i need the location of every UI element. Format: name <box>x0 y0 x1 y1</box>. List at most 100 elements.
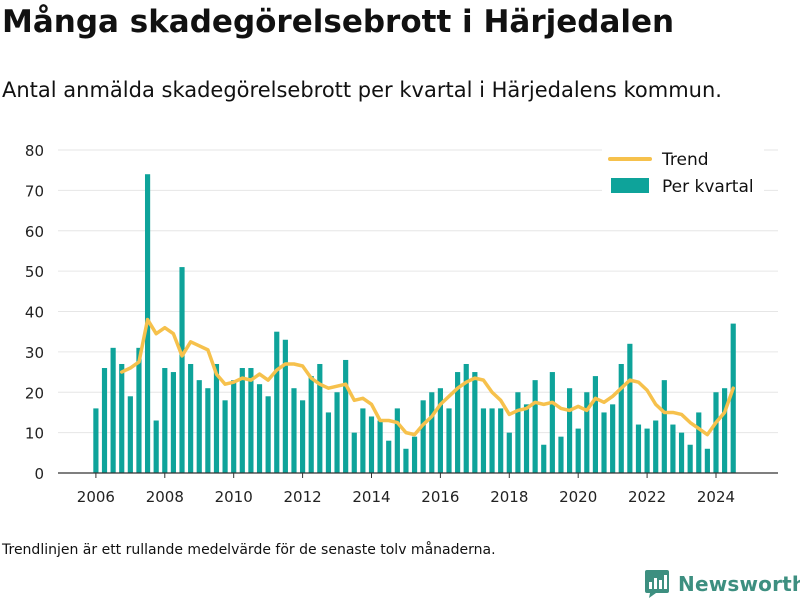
bar <box>610 404 616 473</box>
y-tick-label: 10 <box>25 425 44 443</box>
bar <box>653 420 659 473</box>
bar <box>523 404 530 473</box>
y-tick-label: 0 <box>34 465 44 483</box>
bar <box>592 376 598 473</box>
bar <box>618 363 624 473</box>
x-tick-label: 2006 <box>77 488 115 506</box>
bar <box>300 400 306 473</box>
chart-subtitle: Antal anmälda skadegörelsebrott per kvar… <box>2 78 722 102</box>
bar <box>498 408 504 473</box>
bar <box>403 448 409 473</box>
bar <box>291 388 297 473</box>
bar <box>274 331 280 473</box>
trend-line <box>119 317 735 437</box>
x-tick-label: 2022 <box>628 488 666 506</box>
bar <box>325 412 332 473</box>
y-tick-label: 70 <box>25 182 44 200</box>
bar <box>644 428 650 473</box>
bar <box>162 368 168 473</box>
y-tick-label: 20 <box>25 384 44 402</box>
x-tick-label: 2020 <box>559 488 597 506</box>
x-tick-label: 2008 <box>146 488 184 506</box>
bar <box>601 412 607 473</box>
newsworthy-logo-icon <box>645 570 669 598</box>
bar <box>411 436 418 473</box>
bar <box>282 339 288 473</box>
bar <box>532 380 538 473</box>
bar <box>351 432 357 474</box>
bar <box>480 408 487 473</box>
bar <box>670 424 676 473</box>
bar <box>248 368 254 473</box>
bar <box>101 368 108 473</box>
bar <box>713 392 719 473</box>
bar <box>446 408 452 473</box>
y-tick-label: 40 <box>25 304 44 322</box>
legend-trend-label: Trend <box>661 150 709 170</box>
bar <box>136 347 142 473</box>
y-tick-label: 30 <box>25 344 44 362</box>
bar <box>368 416 375 473</box>
bar <box>420 400 426 473</box>
bar <box>678 432 685 474</box>
quarterly-crime-chart: 0 10 20 30 40 50 60 70 80 2006 2008 2010 2012 2014 201… <box>25 142 778 506</box>
bar <box>489 408 495 473</box>
bar <box>222 400 228 473</box>
bar <box>110 347 116 473</box>
y-tick-label: 80 <box>25 142 44 160</box>
bar <box>549 372 555 473</box>
x-tick-label: 2016 <box>421 488 459 506</box>
bar <box>635 424 642 473</box>
bar <box>567 388 573 473</box>
bar <box>239 368 245 473</box>
bar <box>196 380 202 473</box>
brand-name: Newsworthy <box>678 572 800 596</box>
bar <box>308 376 314 473</box>
bar <box>506 432 512 474</box>
bar <box>541 444 547 473</box>
legend-bar-swatch <box>611 178 649 193</box>
legend: Trend Per kvartal <box>602 145 764 201</box>
bar <box>722 388 728 473</box>
bar <box>153 420 159 473</box>
bar <box>661 380 667 473</box>
chart-title: Många skadegörelsebrott i Härjedalen <box>2 4 675 40</box>
bar <box>127 396 133 473</box>
bar <box>188 363 194 473</box>
bar <box>437 388 443 473</box>
bar <box>343 359 349 473</box>
bar <box>696 412 702 473</box>
bar <box>455 372 461 473</box>
bar <box>704 448 710 473</box>
trend-series <box>119 317 735 437</box>
bar <box>584 392 590 473</box>
x-tick-label: 2018 <box>490 488 528 506</box>
x-tick-label: 2014 <box>352 488 390 506</box>
bar <box>386 440 392 473</box>
y-tick-label: 60 <box>25 223 44 241</box>
bar <box>256 384 263 473</box>
bar-series <box>93 174 736 474</box>
bar <box>317 363 323 473</box>
x-tick-label: 2024 <box>697 488 735 506</box>
bar <box>472 372 478 473</box>
bar <box>558 436 564 473</box>
y-tick-label: 50 <box>25 263 44 281</box>
bar <box>93 408 99 473</box>
bar <box>231 380 237 473</box>
bar <box>515 392 521 473</box>
bar <box>463 363 469 473</box>
x-tick-label: 2010 <box>215 488 253 506</box>
bar <box>730 323 736 473</box>
bar <box>627 343 633 473</box>
bar <box>360 408 366 473</box>
bar <box>119 363 125 473</box>
bar <box>687 444 693 473</box>
x-tick-label: 2012 <box>283 488 321 506</box>
newsworthy-logo: Newsworthy <box>644 569 800 599</box>
bar <box>205 388 211 473</box>
bar <box>377 420 383 473</box>
legend-bar-label: Per kvartal <box>662 177 754 197</box>
bar <box>429 392 435 473</box>
footnote: Trendlinjen är ett rullande medelvärde f… <box>2 542 496 558</box>
